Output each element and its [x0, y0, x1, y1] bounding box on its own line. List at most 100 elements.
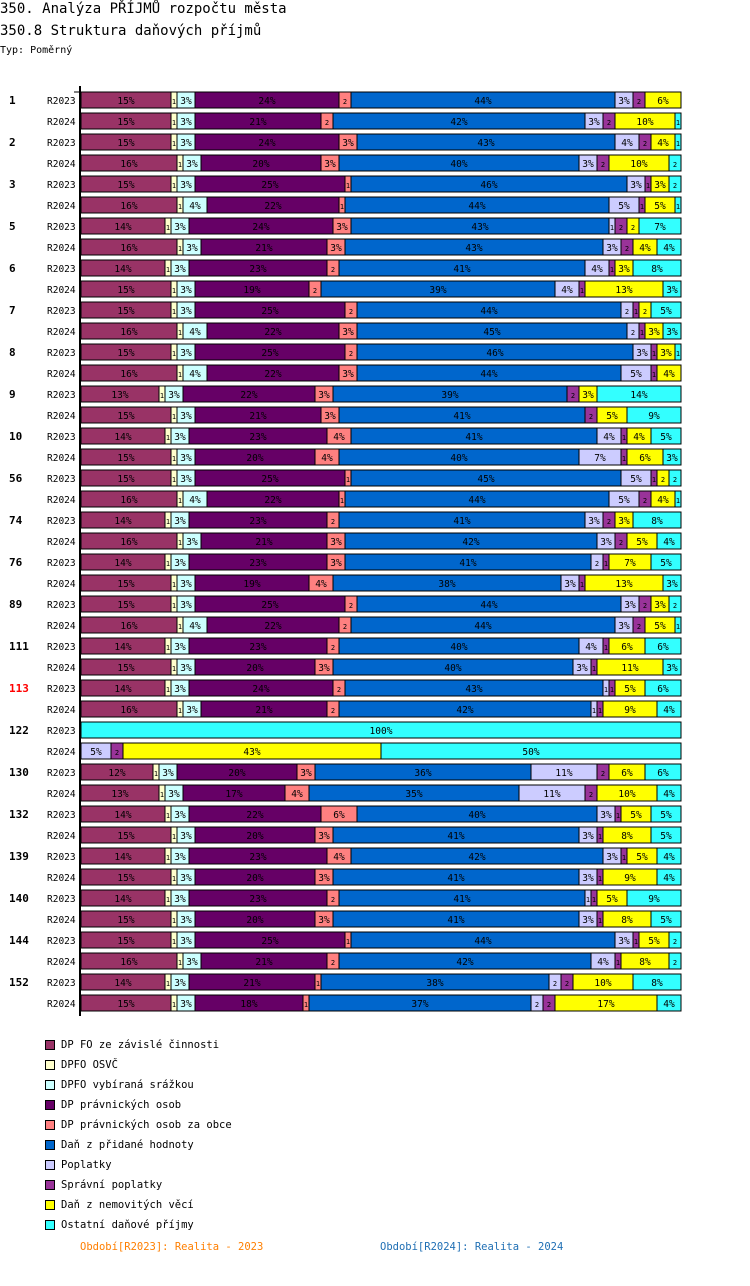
period-label: R2023: [47, 180, 76, 191]
data-label: 1: [598, 875, 602, 883]
data-label: 1: [172, 119, 176, 127]
data-label: 11%: [555, 768, 572, 779]
data-label: 5%: [90, 747, 102, 758]
data-label: 3%: [324, 159, 336, 170]
data-label: 5%: [618, 201, 630, 212]
data-label: 39%: [441, 390, 458, 401]
period-label: R2024: [47, 453, 76, 464]
period-label: R2024: [47, 327, 76, 338]
data-label: 3%: [180, 348, 192, 359]
data-label: 15%: [117, 348, 134, 359]
data-label: 16%: [120, 159, 137, 170]
period-label: R2023: [47, 642, 76, 653]
data-label: 1: [172, 350, 176, 358]
data-label: 1: [178, 161, 182, 169]
data-label: 21%: [249, 117, 266, 128]
period-label: R2024: [47, 117, 76, 128]
data-label: 2: [643, 497, 647, 505]
data-label: 2: [331, 266, 335, 274]
data-label: 40%: [450, 453, 467, 464]
legend-item: DP právnických osob: [45, 1095, 232, 1115]
data-label: 40%: [450, 642, 467, 653]
data-label: 3%: [666, 285, 678, 296]
data-label: 41%: [453, 894, 470, 905]
legend-swatch: [45, 1200, 55, 1210]
data-label: 3%: [186, 243, 198, 254]
legend-item: Správní poplatky: [45, 1175, 232, 1195]
data-label: 3%: [600, 537, 612, 548]
data-label: 2: [619, 539, 623, 547]
period-label: R2024: [47, 789, 76, 800]
data-label: 19%: [243, 579, 260, 590]
data-label: 3%: [180, 663, 192, 674]
data-label: 4%: [333, 432, 345, 443]
data-label: 1: [178, 203, 182, 211]
data-label: 3%: [666, 579, 678, 590]
group-label: 9: [9, 388, 16, 401]
data-label: 15%: [117, 915, 134, 926]
data-label: 15%: [117, 873, 134, 884]
group-label: 111: [9, 640, 29, 653]
group-label: 132: [9, 808, 29, 821]
data-label: 2: [331, 959, 335, 967]
legend-item: DP právnických osob za obce: [45, 1115, 232, 1135]
group-label: 152: [9, 976, 29, 989]
data-label: 1: [166, 224, 170, 232]
period-label: R2023: [47, 264, 76, 275]
data-label: 3%: [180, 285, 192, 296]
data-label: 6%: [621, 642, 633, 653]
group-label: 2: [9, 136, 16, 149]
group-label: 74: [9, 514, 23, 527]
data-label: 1: [622, 455, 626, 463]
data-label: 1: [610, 224, 614, 232]
data-label: 3%: [180, 579, 192, 590]
data-label: 50%: [522, 747, 539, 758]
data-label: 1: [316, 980, 320, 988]
data-label: 1: [160, 392, 164, 400]
data-label: 21%: [255, 537, 272, 548]
data-label: 3%: [174, 894, 186, 905]
period-label: R2024: [47, 999, 76, 1010]
data-label: 13%: [615, 285, 632, 296]
data-label: 4%: [597, 957, 609, 968]
data-label: 16%: [120, 537, 137, 548]
data-label: 15%: [117, 117, 134, 128]
period-label: R2023: [47, 138, 76, 149]
period-label: R2023: [47, 390, 76, 401]
data-label: 20%: [246, 453, 263, 464]
data-label: 5%: [630, 369, 642, 380]
data-label: 44%: [468, 495, 485, 506]
data-label: 1: [676, 140, 680, 148]
period-label: R2024: [47, 873, 76, 884]
data-label: 2: [325, 119, 329, 127]
data-label: 2: [349, 602, 353, 610]
data-label: 8%: [639, 957, 651, 968]
data-label: 17%: [225, 789, 242, 800]
data-label: 7%: [594, 453, 606, 464]
data-label: 41%: [447, 873, 464, 884]
period-label: R2024: [47, 411, 76, 422]
bar-segment: [668, 469, 682, 487]
data-label: 3%: [618, 516, 630, 527]
bar-segment: [650, 553, 682, 571]
data-label: 43%: [477, 138, 494, 149]
data-label: 20%: [246, 873, 263, 884]
data-label: 6%: [621, 768, 633, 779]
data-label: 6%: [639, 453, 651, 464]
data-label: 2: [673, 959, 677, 967]
bar-segment: [674, 490, 682, 508]
data-label: 1: [166, 980, 170, 988]
data-label: 39%: [429, 285, 446, 296]
data-label: 3%: [564, 579, 576, 590]
data-label: 1: [172, 938, 176, 946]
data-label: 1: [610, 266, 614, 274]
data-label: 3%: [174, 516, 186, 527]
data-label: 10%: [630, 159, 647, 170]
data-label: 2: [331, 896, 335, 904]
data-label: 100%: [370, 726, 393, 737]
data-label: 2: [349, 350, 353, 358]
data-label: 3%: [576, 663, 588, 674]
data-label: 40%: [450, 159, 467, 170]
data-label: 14%: [114, 978, 131, 989]
data-label: 9%: [648, 411, 660, 422]
